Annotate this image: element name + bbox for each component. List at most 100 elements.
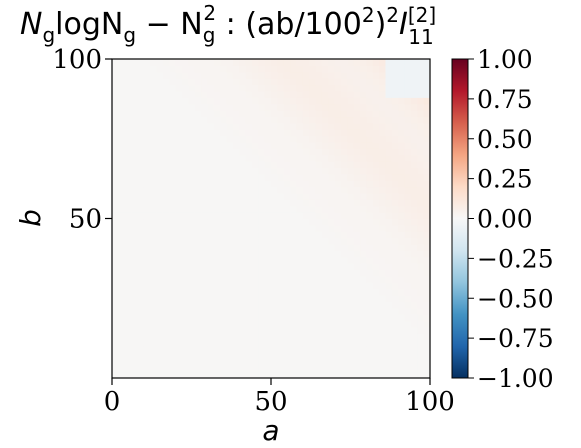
heatmap-cell <box>385 333 393 341</box>
heatmap-cell <box>143 352 151 360</box>
heatmap-cell <box>232 250 240 258</box>
heatmap-cell <box>385 110 393 118</box>
heatmap-cell <box>379 339 387 347</box>
heatmap-cell <box>201 339 208 347</box>
heatmap-cell <box>353 154 361 162</box>
heatmap-cell <box>404 205 412 213</box>
heatmap-cell <box>340 218 348 226</box>
heatmap-cell <box>213 224 221 232</box>
heatmap-cell <box>309 339 317 347</box>
heatmap-cell <box>385 141 393 149</box>
heatmap-cell <box>404 65 412 73</box>
heatmap-cell <box>181 205 189 213</box>
heatmap-cell <box>143 173 151 181</box>
heatmap-cell <box>137 116 145 124</box>
heatmap-cell <box>372 148 380 156</box>
heatmap-cell <box>169 135 177 143</box>
heatmap-cell <box>283 135 291 143</box>
heatmap-cell <box>410 295 418 303</box>
heatmap-cell <box>353 314 361 322</box>
heatmap-cell <box>207 186 215 194</box>
heatmap-cell <box>302 282 310 290</box>
heatmap-cell <box>226 371 234 378</box>
heatmap-cell <box>423 84 430 92</box>
heatmap-cell <box>181 218 189 226</box>
heatmap-cell <box>137 275 145 283</box>
heatmap-cell <box>309 275 317 283</box>
heatmap-cell <box>404 141 412 149</box>
heatmap-cell <box>417 97 425 105</box>
heatmap-cell <box>321 110 329 118</box>
heatmap-cell <box>398 116 406 124</box>
heatmap-cell <box>251 282 259 290</box>
heatmap-cell <box>410 97 418 105</box>
heatmap-cell <box>391 358 399 366</box>
heatmap-cell <box>340 314 348 322</box>
heatmap-cell <box>150 212 158 220</box>
heatmap-cell <box>239 212 247 220</box>
heatmap-cell <box>290 358 298 366</box>
heatmap-cell <box>251 192 259 200</box>
heatmap-cell <box>360 135 367 143</box>
heatmap-cell <box>328 326 336 334</box>
heatmap-cell <box>264 167 272 175</box>
heatmap-cell <box>315 154 323 162</box>
heatmap-cell <box>347 148 355 156</box>
heatmap-cell <box>283 71 291 79</box>
heatmap-cell <box>283 244 291 251</box>
heatmap-cell <box>321 180 329 188</box>
heatmap-cell <box>239 314 247 322</box>
heatmap-cell <box>366 78 374 86</box>
heatmap-cell <box>201 256 208 264</box>
heatmap-cell <box>175 231 183 239</box>
heatmap-cell <box>239 110 247 118</box>
heatmap-cell <box>283 97 291 105</box>
heatmap-cell <box>417 141 425 149</box>
heatmap-cell <box>302 269 310 277</box>
heatmap-cell <box>131 333 139 341</box>
heatmap-cell <box>372 346 380 354</box>
heatmap-cell <box>315 333 323 341</box>
heatmap-cell <box>251 97 259 105</box>
heatmap-cell <box>290 263 298 271</box>
heatmap-cell <box>391 110 399 118</box>
heatmap-cell <box>220 97 228 105</box>
heatmap-cell <box>347 244 355 251</box>
heatmap-cell <box>239 371 247 378</box>
heatmap-cell <box>188 365 196 373</box>
heatmap-cell <box>124 110 132 118</box>
heatmap-cell <box>201 358 208 366</box>
heatmap-cell <box>150 180 158 188</box>
heatmap-cell <box>296 352 304 360</box>
heatmap-cell <box>391 205 399 213</box>
heatmap-cell <box>175 180 183 188</box>
heatmap-cell <box>194 231 202 239</box>
heatmap-cell <box>366 71 374 79</box>
heatmap-cell <box>404 256 412 264</box>
heatmap-cell <box>201 141 208 149</box>
heatmap-cell <box>169 180 177 188</box>
heatmap-cell <box>302 333 310 341</box>
heatmap-cell <box>302 205 310 213</box>
heatmap-cell <box>347 371 355 378</box>
heatmap-cell <box>372 103 380 111</box>
heatmap-cell <box>353 256 361 264</box>
heatmap-cell <box>360 205 367 213</box>
heatmap-cell <box>112 154 119 162</box>
heatmap-cell <box>264 141 272 149</box>
heatmap-cell <box>328 250 336 258</box>
heatmap-cell <box>156 205 164 213</box>
heatmap-cell <box>264 346 272 354</box>
heatmap-cell <box>220 199 228 207</box>
heatmap-cell <box>232 78 240 86</box>
heatmap-cell <box>385 339 393 347</box>
heatmap-cell <box>398 78 406 86</box>
heatmap-cell <box>226 116 234 124</box>
heatmap-cell <box>124 186 132 194</box>
heatmap-cell <box>379 365 387 373</box>
heatmap-cell <box>118 269 126 277</box>
heatmap-cell <box>226 326 234 334</box>
heatmap-cell <box>232 122 240 130</box>
heatmap-cell <box>188 173 196 181</box>
heatmap-cell <box>271 65 278 73</box>
